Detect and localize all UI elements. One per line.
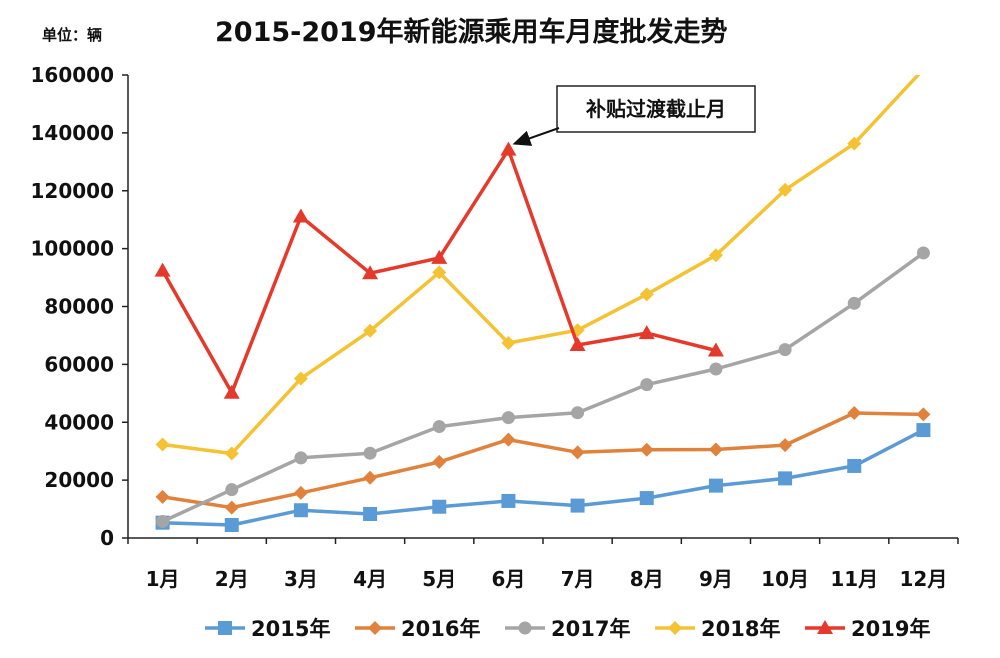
data-point-2017 <box>432 420 446 434</box>
x-tick-label: 1月 <box>146 567 180 591</box>
data-point-2016 <box>708 442 723 457</box>
legend-marker-2016 <box>368 621 382 635</box>
y-tick-label: 100000 <box>31 237 115 261</box>
data-point-2015 <box>847 458 862 473</box>
data-point-2019 <box>431 249 448 264</box>
data-point-2016 <box>916 407 931 422</box>
data-point-2015 <box>293 503 308 518</box>
y-tick-label: 20000 <box>44 468 114 492</box>
data-point-2016 <box>363 470 378 485</box>
data-point-2018 <box>363 323 378 338</box>
data-point-2016 <box>155 489 170 504</box>
x-tick-label: 2月 <box>215 567 249 591</box>
series-line-2015 <box>162 428 925 527</box>
legend-label-2019: 2019年 <box>851 617 930 641</box>
unit-label: 单位：辆 <box>42 26 103 44</box>
data-point-2016 <box>501 432 516 447</box>
y-tick-label: 140000 <box>31 121 115 145</box>
data-point-2016 <box>293 485 308 500</box>
data-point-2018 <box>224 446 239 461</box>
data-point-2017 <box>709 362 723 376</box>
data-point-2018 <box>708 248 723 263</box>
series-line-2017 <box>161 251 925 524</box>
data-point-2018 <box>432 265 447 280</box>
data-point-2015 <box>224 517 239 532</box>
data-point-2017 <box>156 515 170 529</box>
y-tick-label: 0 <box>100 526 114 550</box>
data-point-2016 <box>432 454 447 469</box>
data-point-2019 <box>223 384 240 399</box>
x-tick-label: 10月 <box>761 567 809 591</box>
data-point-2016 <box>639 442 654 457</box>
x-tick-label: 4月 <box>353 567 387 591</box>
annotation-arrow <box>512 127 560 146</box>
legend-label-2017: 2017年 <box>551 617 630 641</box>
legend-marker-2015 <box>218 621 232 635</box>
data-point-2015 <box>501 493 516 508</box>
data-point-2015 <box>708 478 723 493</box>
series-line-2016 <box>162 411 924 510</box>
y-tick-label: 160000 <box>31 63 115 87</box>
data-point-2019 <box>638 325 655 340</box>
x-tick-label: 8月 <box>630 567 664 591</box>
data-point-2019 <box>154 262 171 277</box>
data-point-2016 <box>778 438 793 453</box>
y-tick-label: 60000 <box>44 352 114 376</box>
data-point-2018 <box>847 136 862 151</box>
x-tick-label: 5月 <box>422 567 456 591</box>
data-point-2017 <box>363 446 377 460</box>
legend-label-2018: 2018年 <box>701 617 780 641</box>
y-tick-label: 80000 <box>44 295 114 319</box>
data-point-2018 <box>501 335 516 350</box>
data-point-2015 <box>432 499 447 514</box>
data-point-2017 <box>916 246 930 260</box>
data-point-2016 <box>570 445 585 460</box>
data-point-2016 <box>224 500 239 515</box>
data-point-2015 <box>916 423 931 438</box>
data-point-2018 <box>293 371 308 386</box>
data-point-2019 <box>292 208 309 223</box>
x-tick-label: 12月 <box>899 567 947 591</box>
x-tick-label: 11月 <box>830 567 878 591</box>
data-point-2018 <box>155 437 170 452</box>
data-point-2019 <box>500 141 517 156</box>
legend-label-2015: 2015年 <box>251 617 330 641</box>
data-point-2018 <box>778 182 793 197</box>
x-tick-label: 3月 <box>284 567 318 591</box>
data-point-2015 <box>639 491 654 506</box>
data-point-2017 <box>640 378 654 392</box>
data-point-2019 <box>362 265 379 280</box>
data-point-2017 <box>501 411 515 425</box>
y-tick-label: 120000 <box>31 179 115 203</box>
data-point-2015 <box>778 471 793 486</box>
data-point-2017 <box>571 406 585 420</box>
data-point-2017 <box>778 343 792 357</box>
data-point-2017 <box>294 451 308 465</box>
y-tick-label: 40000 <box>44 410 114 434</box>
data-point-2019 <box>707 342 724 357</box>
data-point-2017 <box>847 296 861 310</box>
x-tick-label: 9月 <box>699 567 733 591</box>
data-point-2015 <box>363 506 378 521</box>
legend-marker-2017 <box>518 621 532 635</box>
data-point-2016 <box>847 405 862 420</box>
legend-marker-2018 <box>668 621 682 635</box>
x-tick-label: 7月 <box>561 567 595 591</box>
x-tick-label: 6月 <box>491 567 525 591</box>
data-point-2017 <box>225 483 239 497</box>
chart-title: 2015-2019年新能源乘用车月度批发走势 <box>215 17 728 48</box>
legend-marker-2019 <box>817 620 833 634</box>
data-point-2018 <box>639 287 654 302</box>
annotation-box <box>556 85 756 133</box>
data-point-2015 <box>570 498 585 513</box>
annotation-text: 补贴过渡截止月 <box>585 97 726 121</box>
series-line-2018 <box>162 75 921 456</box>
legend-label-2016: 2016年 <box>401 617 480 641</box>
data-point-2019 <box>569 336 586 351</box>
